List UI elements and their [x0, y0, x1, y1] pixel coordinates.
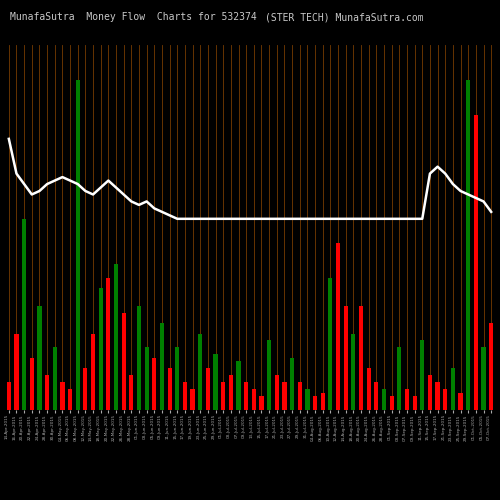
- Bar: [344, 306, 348, 410]
- Bar: [328, 278, 332, 410]
- Bar: [30, 358, 34, 410]
- Bar: [405, 389, 409, 410]
- Bar: [366, 368, 371, 410]
- Bar: [229, 375, 233, 410]
- Bar: [214, 354, 218, 410]
- Bar: [22, 219, 26, 410]
- Bar: [474, 114, 478, 410]
- Bar: [382, 389, 386, 410]
- Bar: [420, 340, 424, 410]
- Bar: [175, 348, 180, 410]
- Bar: [374, 382, 378, 410]
- Bar: [336, 243, 340, 410]
- Bar: [436, 382, 440, 410]
- Bar: [60, 382, 64, 410]
- Bar: [260, 396, 264, 410]
- Bar: [160, 323, 164, 410]
- Bar: [45, 375, 49, 410]
- Bar: [252, 389, 256, 410]
- Bar: [443, 389, 448, 410]
- Bar: [198, 334, 202, 410]
- Bar: [313, 396, 317, 410]
- Bar: [489, 323, 494, 410]
- Bar: [6, 382, 11, 410]
- Bar: [320, 392, 325, 410]
- Bar: [428, 375, 432, 410]
- Bar: [221, 382, 226, 410]
- Bar: [106, 278, 110, 410]
- Bar: [390, 396, 394, 410]
- Bar: [267, 340, 271, 410]
- Text: MunafaSutra  Money Flow  Charts for 532374: MunafaSutra Money Flow Charts for 532374: [10, 12, 257, 22]
- Bar: [14, 334, 18, 410]
- Bar: [412, 396, 416, 410]
- Bar: [122, 312, 126, 410]
- Bar: [397, 348, 402, 410]
- Bar: [359, 306, 363, 410]
- Bar: [183, 382, 187, 410]
- Bar: [352, 334, 356, 410]
- Bar: [129, 375, 134, 410]
- Bar: [290, 358, 294, 410]
- Bar: [282, 382, 286, 410]
- Bar: [306, 389, 310, 410]
- Bar: [52, 348, 57, 410]
- Bar: [466, 80, 470, 410]
- Bar: [98, 288, 103, 410]
- Bar: [114, 264, 118, 410]
- Text: (STER TECH) MunafaSutra.com: (STER TECH) MunafaSutra.com: [265, 12, 424, 22]
- Bar: [190, 389, 194, 410]
- Bar: [144, 348, 148, 410]
- Bar: [168, 368, 172, 410]
- Bar: [482, 348, 486, 410]
- Bar: [38, 306, 42, 410]
- Bar: [91, 334, 95, 410]
- Bar: [298, 382, 302, 410]
- Bar: [274, 375, 279, 410]
- Bar: [76, 80, 80, 410]
- Bar: [244, 382, 248, 410]
- Bar: [152, 358, 156, 410]
- Bar: [137, 306, 141, 410]
- Bar: [84, 368, 87, 410]
- Bar: [458, 392, 462, 410]
- Bar: [68, 389, 72, 410]
- Bar: [206, 368, 210, 410]
- Bar: [236, 362, 240, 410]
- Bar: [451, 368, 455, 410]
